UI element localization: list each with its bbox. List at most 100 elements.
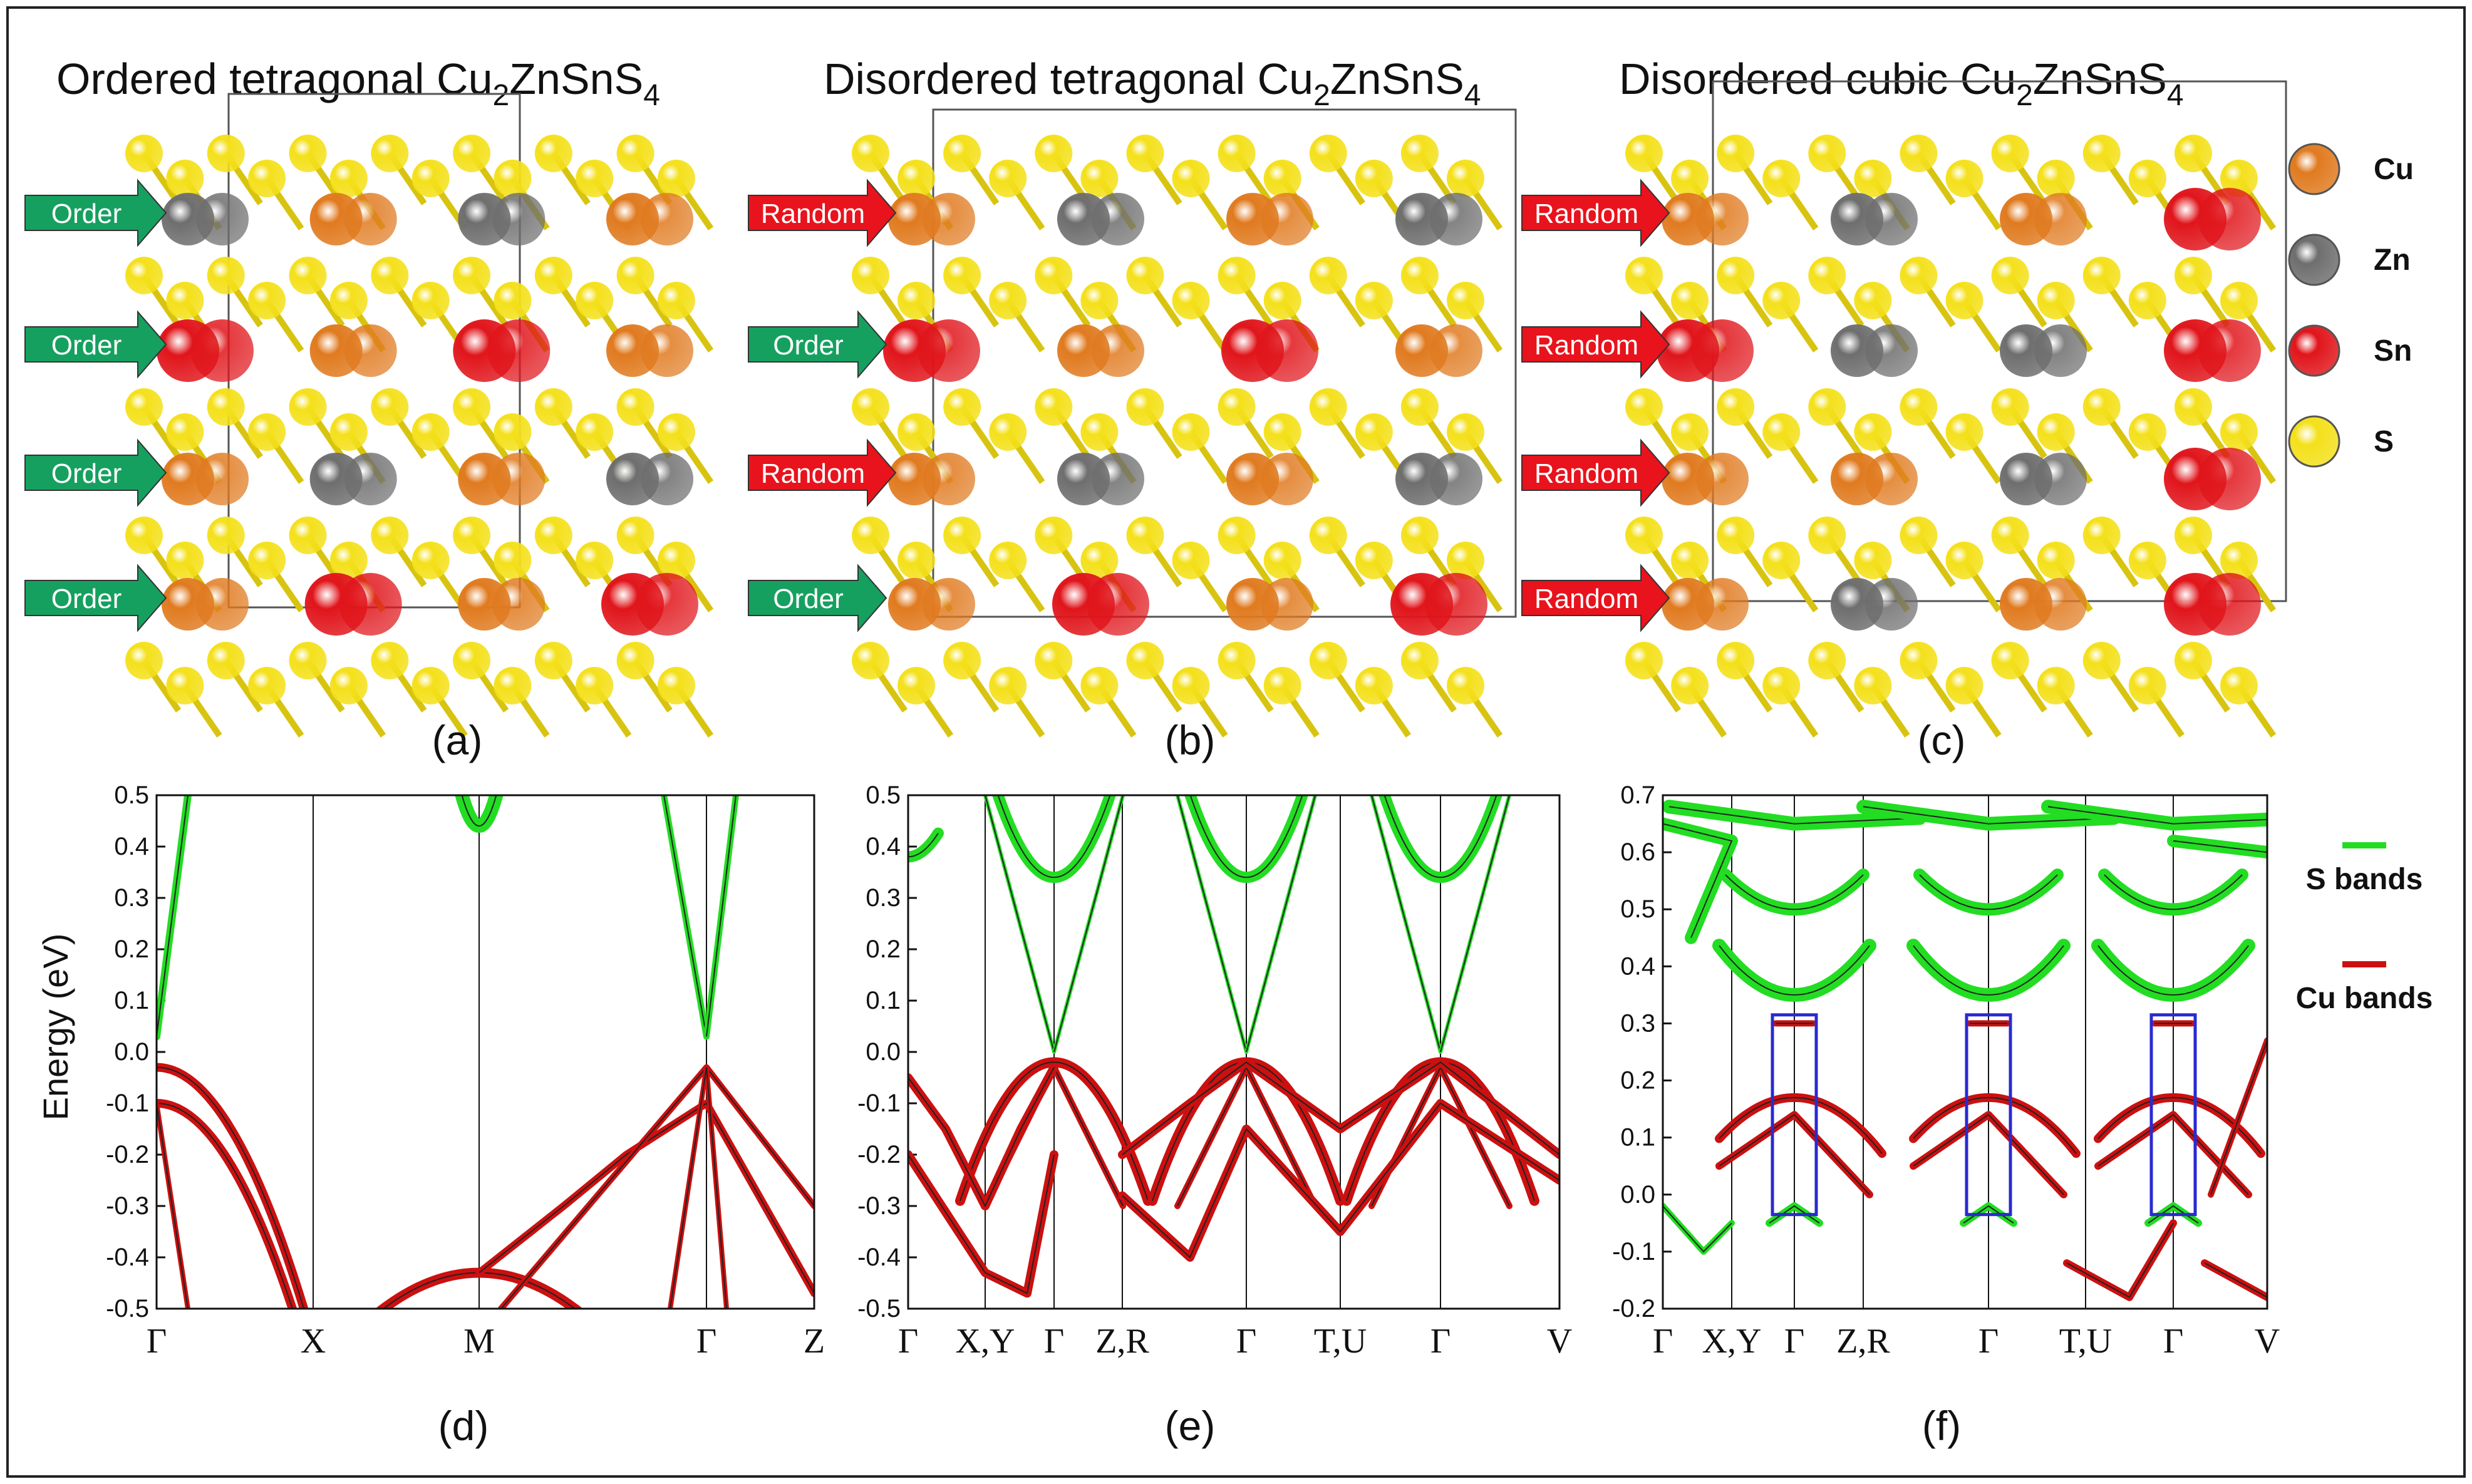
s-atom <box>2174 388 2212 426</box>
s-atom <box>2037 542 2075 579</box>
s-atom <box>943 642 981 679</box>
arrow-shape <box>748 178 897 247</box>
s-atom <box>371 642 409 679</box>
plot-frame <box>155 794 815 1310</box>
s-atom <box>1447 667 1484 704</box>
s-atom <box>248 160 286 197</box>
s-atom <box>1172 542 1210 579</box>
s-atom <box>1991 257 2029 294</box>
s-atom <box>1762 160 1801 197</box>
s-atom <box>1126 135 1164 172</box>
sn-atom <box>2164 573 2226 636</box>
s-atom <box>371 517 409 554</box>
y-tick-label: 0.0 <box>866 1038 901 1066</box>
s-atom <box>576 160 614 197</box>
arrow-random: Random <box>1521 178 1670 247</box>
s-atom <box>1035 257 1073 294</box>
s-atom <box>1991 517 2029 554</box>
cu-band-core <box>2204 1262 2267 1298</box>
s-atom <box>494 542 532 579</box>
band-curves <box>157 795 814 1309</box>
s-atom <box>1854 282 1892 319</box>
arrow-order: Order <box>24 178 167 247</box>
cu-atom <box>888 193 941 245</box>
y-tick-label: -0.5 <box>857 1295 901 1322</box>
s-atom <box>1900 388 1938 426</box>
s-atom <box>576 282 614 319</box>
s-atom <box>989 160 1027 197</box>
s-atom <box>248 413 286 451</box>
s-atom <box>1762 413 1801 451</box>
s-atom <box>207 517 245 554</box>
s-atom <box>2220 542 2258 579</box>
s-atom <box>897 413 936 451</box>
y-tick-label: 0.2 <box>114 935 149 963</box>
arrow-label: Order <box>51 458 122 489</box>
s-atom <box>943 257 981 294</box>
s-atom <box>1263 160 1301 197</box>
cu-atom <box>1226 193 1279 245</box>
s-atom <box>329 542 368 579</box>
highlight-box <box>1965 1013 2012 1217</box>
s-atom <box>2037 282 2075 319</box>
s-atom <box>1263 282 1301 319</box>
s-atom <box>1625 257 1663 294</box>
arrow-shape <box>24 438 167 507</box>
kpoint-label: Γ <box>1784 1322 1804 1361</box>
s-band-core <box>1246 795 1316 1053</box>
s-band-core <box>985 795 1055 1053</box>
s-atom <box>371 135 409 172</box>
s-band-core <box>1177 795 1247 1053</box>
zn-atom <box>458 193 511 245</box>
s-atom <box>1717 642 1755 679</box>
arrow-shape <box>24 564 167 632</box>
s-atom <box>1625 642 1663 679</box>
s-atom <box>2082 135 2121 172</box>
s-atom <box>1625 135 1663 172</box>
s-band-core <box>997 795 1111 879</box>
zn-atom <box>1831 193 1883 245</box>
zn-atom <box>2000 324 2052 377</box>
s-atom <box>1991 135 2029 172</box>
sn-atom <box>883 319 946 382</box>
s-atom <box>411 160 450 197</box>
s-atom <box>494 160 532 197</box>
s-atom <box>1900 517 1938 554</box>
arrow-label: Random <box>1534 330 1638 361</box>
kpoint-label: T,U <box>1314 1322 1367 1361</box>
s-atom <box>1218 642 1256 679</box>
s-atom <box>1080 413 1119 451</box>
s-atom <box>2082 257 2121 294</box>
y-tick-label: 0.4 <box>1620 952 1655 980</box>
s-atom <box>1447 542 1484 579</box>
arrow-shape <box>24 178 167 247</box>
s-atom <box>329 160 368 197</box>
highlight-box <box>1771 1013 1818 1217</box>
s-atom <box>658 160 695 197</box>
s-atom <box>1035 517 1073 554</box>
cu-atom <box>2000 578 2052 631</box>
cu-band-core <box>1719 1113 1870 1195</box>
s-atom <box>166 542 204 579</box>
y-tick-label: -0.4 <box>857 1244 901 1271</box>
s-atom <box>658 282 695 319</box>
band-plot-d: -0.5 -0.4 -0.3 -0.2 -0.1 0.0 0.1 0.2 0.3 0.4 0.5 Γ X… <box>106 781 825 1361</box>
s-atom <box>1400 388 1439 426</box>
s-atom <box>1717 388 1755 426</box>
s-atom <box>1126 257 1164 294</box>
zn-atom <box>2000 453 2052 505</box>
cu-band-core <box>1122 1102 1559 1259</box>
s-atom <box>411 282 450 319</box>
s-band-core <box>1383 795 1497 879</box>
cu-atom <box>309 193 363 245</box>
s-atom <box>1900 135 1938 172</box>
s-atom <box>1126 388 1164 426</box>
s-atom <box>1671 667 1709 704</box>
label-b: (b) <box>1165 717 1216 763</box>
s-atom <box>1355 667 1393 704</box>
band-plot-f: -0.2 -0.1 0.0 0.1 0.2 0.3 0.4 0.5 0.6 0.7 Γ X,Y Γ Z,R… <box>1612 781 2280 1361</box>
y-tick-label: 0.4 <box>866 833 901 860</box>
s-atom <box>534 517 572 554</box>
s-atom <box>576 667 614 704</box>
s-atom <box>989 282 1027 319</box>
